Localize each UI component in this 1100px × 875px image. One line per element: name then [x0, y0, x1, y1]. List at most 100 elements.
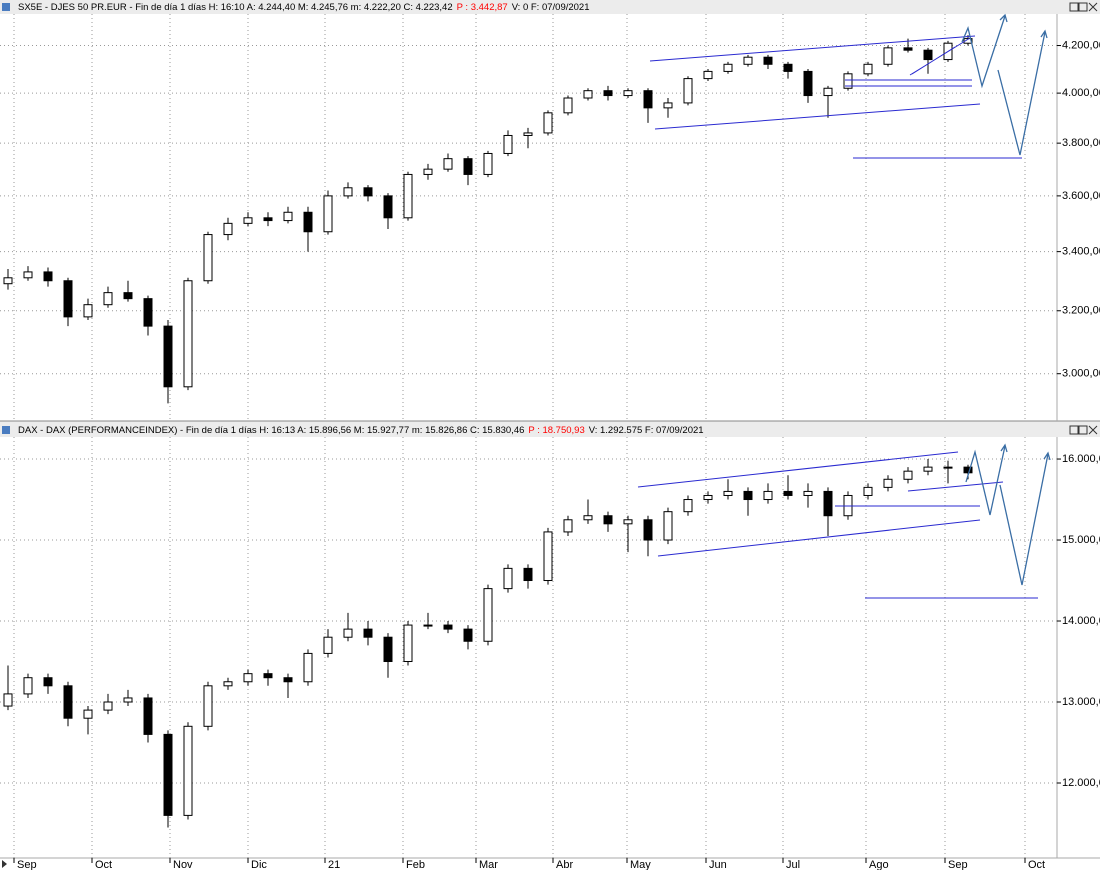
x-tick-label: Ago [869, 859, 889, 870]
candle-body [763, 56, 773, 65]
x-tick-label: Sep [17, 859, 37, 870]
candle-body [463, 628, 473, 642]
x-tick-label: Oct [95, 859, 112, 870]
x-tick-label: Jun [709, 859, 727, 870]
candle-body [823, 87, 833, 97]
candle-body [383, 636, 393, 663]
candle-body [283, 211, 293, 222]
candle-body [543, 531, 553, 582]
candle-body [183, 280, 193, 388]
x-tick-label: Mar [479, 859, 498, 870]
panel-icon [2, 426, 10, 434]
y-tick-label: 4.000,00 [1062, 87, 1100, 99]
candle-body [323, 636, 333, 654]
trend-line [654, 103, 981, 130]
candle-body [23, 271, 33, 279]
candle-body [903, 47, 913, 51]
max-button[interactable] [1078, 425, 1088, 435]
min-button[interactable] [1069, 425, 1079, 435]
close-button[interactable] [1088, 2, 1098, 12]
candle-body [83, 709, 93, 719]
y-tick-label: 3.800,00 [1062, 137, 1100, 149]
candle-body [403, 173, 413, 219]
min-button[interactable] [1069, 2, 1079, 12]
x-tick-label: Feb [406, 859, 425, 870]
candle-body [603, 90, 613, 97]
candle-body [423, 168, 433, 175]
candle-body [143, 697, 153, 735]
candle-body [363, 187, 373, 197]
y-tick-label: 12.000,0 [1062, 777, 1100, 789]
candle-body [223, 681, 233, 687]
header-highlight: P : 3.442,87 [457, 2, 508, 13]
candle-body [3, 693, 13, 707]
arrow [965, 443, 1008, 516]
candle-body [563, 519, 573, 533]
candle-body [183, 725, 193, 816]
header-bar [0, 0, 1100, 14]
candle-body [343, 187, 353, 197]
header-title-end: V: 0 F: 07/09/2021 [512, 2, 590, 13]
candle-body [523, 132, 533, 136]
y-tick-label: 16.000,0 [1062, 453, 1100, 465]
candle-body [403, 624, 413, 663]
candle-body [803, 490, 813, 496]
candle-body [663, 511, 673, 541]
candle-body [243, 217, 253, 224]
candle-body [243, 673, 253, 683]
candle-body [383, 195, 393, 219]
candle-body [483, 588, 493, 642]
x-tick-label: Nov [173, 859, 193, 870]
candle-body [883, 478, 893, 488]
panel-icon [2, 3, 10, 11]
candle-body [143, 298, 153, 327]
max-button[interactable] [1078, 2, 1088, 12]
candle-body [923, 49, 933, 61]
trend-line [637, 451, 959, 488]
x-tick-label: Sep [948, 859, 968, 870]
y-tick-label: 3.200,00 [1062, 305, 1100, 317]
arrow [999, 451, 1051, 586]
candle-body [923, 466, 933, 472]
candle-body [963, 466, 973, 474]
candle-body [723, 63, 733, 72]
candle-body [623, 90, 633, 97]
candle-body [63, 280, 73, 318]
y-tick-label: 3.400,00 [1062, 246, 1100, 258]
candle-body [83, 304, 93, 318]
candle-body [543, 112, 553, 134]
candle-body [463, 158, 473, 175]
candle-body [503, 567, 513, 590]
candle-body [683, 499, 693, 513]
y-tick-label: 15.000,0 [1062, 534, 1100, 546]
candle-body [863, 486, 873, 496]
header-title: DAX - DAX (PERFORMANCEINDEX) - Fin de dí… [18, 425, 524, 436]
y-tick-label: 3.000,00 [1062, 368, 1100, 380]
candle-body [943, 466, 953, 469]
header-title: SX5E - DJES 50 PR.EUR - Fin de día 1 día… [18, 2, 453, 13]
close-button[interactable] [1088, 425, 1098, 435]
y-tick-label: 3.600,00 [1062, 190, 1100, 202]
candle-body [423, 624, 433, 627]
candle-body [43, 677, 53, 687]
candle-body [63, 685, 73, 719]
candle-body [263, 673, 273, 679]
candle-body [683, 78, 693, 104]
candle-body [803, 70, 813, 97]
candle-body [283, 677, 293, 683]
candle-body [103, 701, 113, 711]
candle-body [743, 56, 753, 65]
candle-body [163, 325, 173, 388]
candle-body [643, 90, 653, 109]
candle-body [303, 652, 313, 683]
candle-body [703, 70, 713, 80]
candle-body [863, 63, 873, 75]
scroll-arrow[interactable] [2, 860, 7, 868]
candle-body [783, 490, 793, 496]
candle-body [563, 97, 573, 114]
candle-body [443, 158, 453, 170]
candle-body [883, 47, 893, 65]
candle-body [823, 490, 833, 517]
window-buttons[interactable] [1069, 2, 1098, 435]
